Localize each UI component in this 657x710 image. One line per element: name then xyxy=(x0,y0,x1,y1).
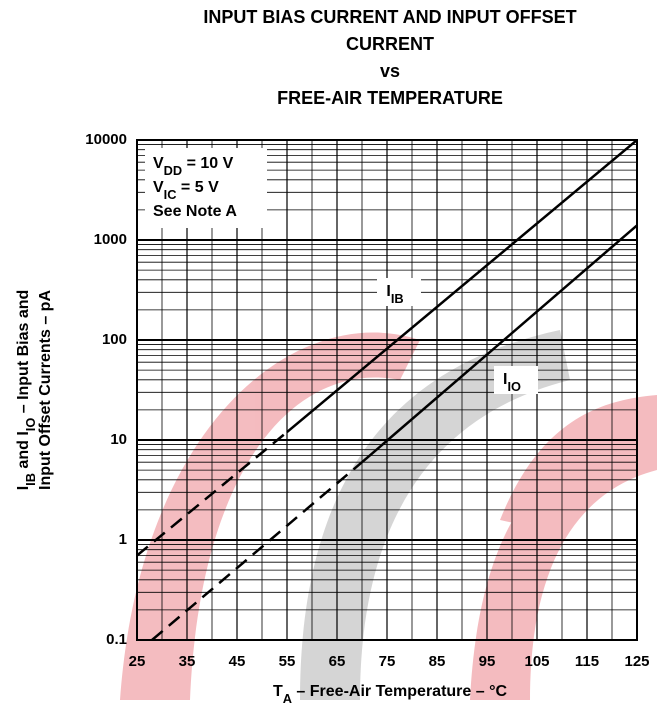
x-tick-label: 75 xyxy=(379,653,396,670)
y-tick-label: 100 xyxy=(102,331,127,348)
series-label: IIO xyxy=(503,371,521,394)
note-line-part: V xyxy=(153,179,164,196)
note-line: VIC = 5 V xyxy=(153,179,219,202)
note-line-part: = 10 V xyxy=(182,155,233,172)
series-line xyxy=(151,461,363,641)
x-axis-label: TA – Free-Air Temperature – °C xyxy=(273,683,508,706)
note-line: VDD = 10 V xyxy=(153,155,234,178)
series-line xyxy=(286,139,638,434)
y-axis-label-part: – Input Bias and xyxy=(15,290,32,418)
y-tick-label: 0.1 xyxy=(106,631,127,648)
y-axis-label-part: IO xyxy=(23,418,38,432)
x-tick-label: 45 xyxy=(229,653,246,670)
chart-title: FREE-AIR TEMPERATURE xyxy=(277,88,503,108)
note-box xyxy=(145,148,267,228)
y-axis-label-part: IB xyxy=(23,473,38,486)
note-line-part: IC xyxy=(164,187,177,202)
y-axis-label-part: Input Offset Currents – pA xyxy=(37,290,54,490)
x-axis-label-part: T xyxy=(273,683,283,700)
chart-title: CURRENT xyxy=(346,34,434,54)
x-tick-label: 105 xyxy=(524,653,549,670)
y-tick-label: 10000 xyxy=(85,131,127,148)
y-axis-label: Input Offset Currents – pA xyxy=(37,290,54,490)
series-label-part: IB xyxy=(391,291,404,306)
y-tick-label: 1 xyxy=(119,531,127,548)
y-axis-label: IIB and IIO – Input Bias and xyxy=(15,290,38,491)
y-tick-label: 10 xyxy=(110,431,127,448)
note-line-part: DD xyxy=(164,163,182,178)
watermark xyxy=(120,330,657,700)
x-tick-label: 35 xyxy=(179,653,196,670)
series-line xyxy=(361,224,638,464)
y-tick-label: 1000 xyxy=(94,231,127,248)
chart-title: vs xyxy=(380,61,400,81)
x-axis-label-part: – Free-Air Temperature – °C xyxy=(292,683,508,700)
series-label-part: I xyxy=(503,371,507,388)
note-line-part: = 5 V xyxy=(176,179,219,196)
y-axis-label-part: and I xyxy=(15,431,32,473)
series-label-bg xyxy=(494,366,538,394)
x-tick-label: 65 xyxy=(329,653,346,670)
series: IIO xyxy=(151,224,638,641)
x-tick-label: 125 xyxy=(624,653,649,670)
x-tick-label: 95 xyxy=(479,653,496,670)
y-axis-label-part: I xyxy=(15,486,32,490)
series-line xyxy=(136,431,288,557)
note-line-part: V xyxy=(153,155,164,172)
series-label: IIB xyxy=(386,283,403,306)
series-label-bg xyxy=(377,278,421,306)
series-label-part: I xyxy=(386,283,390,300)
x-tick-label: 25 xyxy=(129,653,146,670)
chart-title: INPUT BIAS CURRENT AND INPUT OFFSET xyxy=(203,7,576,27)
series: IIB xyxy=(136,139,638,557)
x-axis-label-part: A xyxy=(283,691,292,706)
x-tick-label: 115 xyxy=(575,653,599,670)
note-line-part: See Note A xyxy=(153,203,237,220)
note-line: See Note A xyxy=(153,203,237,220)
series-label-part: IO xyxy=(507,379,521,394)
x-tick-label: 85 xyxy=(429,653,446,670)
x-tick-label: 55 xyxy=(279,653,296,670)
